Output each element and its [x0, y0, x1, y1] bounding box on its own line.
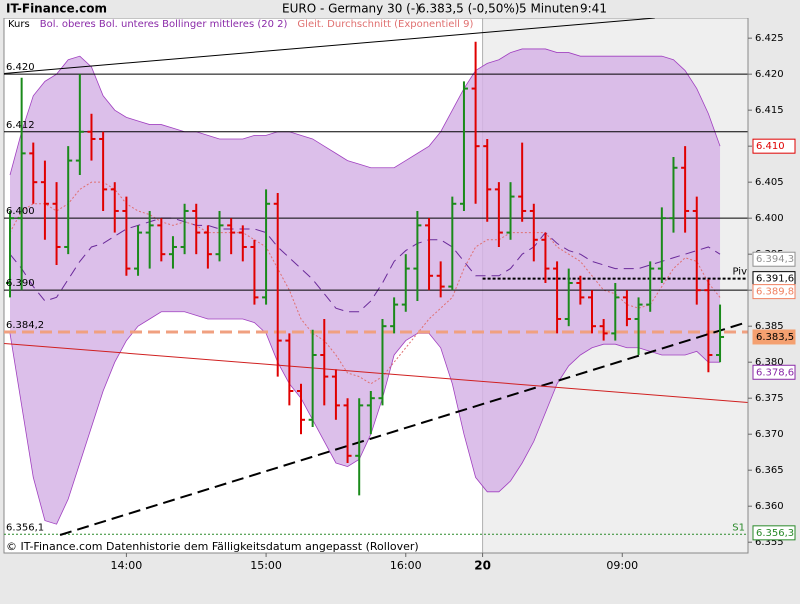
- price-box: [752, 251, 796, 267]
- x-tick-label: 09:00: [606, 559, 638, 572]
- y-tick-label: 6.425: [755, 33, 784, 44]
- trendline: [4, 342, 749, 404]
- y-tick-label: 6.370: [755, 429, 784, 440]
- price-box: [752, 284, 796, 300]
- price-box-label: 6.410: [756, 141, 785, 152]
- y-tick-label: 6.405: [755, 177, 784, 188]
- x-tick-label: 15:00: [250, 559, 282, 572]
- price-box-label: 6.383,5: [756, 332, 794, 343]
- x-tick-label: 14:00: [111, 559, 143, 572]
- interval: 5 Minuten: [519, 2, 579, 16]
- bollinger-fill: [10, 48, 721, 525]
- y-tick-label: 6.415: [755, 105, 784, 116]
- price-box: [752, 364, 796, 380]
- level-label: 6.412: [6, 120, 35, 131]
- legend-entry: Gleit. Durchschnitt (Exponentiell 9): [297, 19, 473, 30]
- top-mask: [0, 0, 800, 18]
- y-tick-label: 6.360: [755, 501, 784, 512]
- price-box-label: 6.389,8: [756, 287, 794, 298]
- y-tick-label: 6.365: [755, 465, 784, 476]
- level-label: 6.420: [6, 62, 35, 73]
- price-box-label: 6.394,3: [756, 254, 794, 265]
- footer: © IT-Finance.com Datenhistorie dem Fälli…: [6, 540, 419, 553]
- chart-title: EURO - Germany 30 (-): [282, 2, 420, 16]
- legend-entry: Kurs: [8, 19, 30, 30]
- level-label: 6.356,1: [6, 522, 44, 533]
- price-box-label: 6.391,6: [756, 274, 794, 285]
- marks-layer: [4, 17, 749, 536]
- ema-line: [9, 181, 721, 385]
- y-tick-label: 6.380: [755, 357, 784, 368]
- y-tick-label: 6.400: [755, 213, 784, 224]
- x-tick-label: 20: [474, 559, 491, 573]
- y-tick-label: 6.385: [755, 321, 784, 332]
- annotation-layer: 6.420 6.412 6.400 6.390 6.384,2 6.356,1 S1 Piv K…: [0, 0, 800, 573]
- bollinger-middle: [9, 217, 721, 313]
- level-label: 6.384,2: [6, 320, 44, 331]
- level-label: 6.400: [6, 206, 35, 217]
- time: 9:41: [580, 2, 607, 16]
- price-box: [752, 138, 796, 154]
- y-tick-label: 6.375: [755, 393, 784, 404]
- pivot-label: Piv: [732, 267, 747, 278]
- legend-entry: Bol. oberes Bol. unteres Bollinger mittl…: [40, 19, 288, 30]
- price-box: [752, 329, 796, 345]
- site-name: IT-Finance.com: [6, 2, 107, 16]
- bollinger-lower: [9, 311, 721, 525]
- level-right-label: S1: [732, 522, 745, 533]
- trendline: [59, 320, 749, 536]
- level-label: 6.390: [6, 278, 35, 289]
- price-box-label: 6.378,6: [756, 367, 794, 378]
- price-box: [752, 525, 796, 541]
- price-box-label: 6.356,3: [756, 528, 794, 539]
- trendline: [4, 17, 655, 74]
- quote: 6.383,5 (-0,50%): [418, 2, 519, 16]
- y-tick-label: 6.420: [755, 69, 784, 80]
- y-tick-label: 6.355: [755, 537, 784, 548]
- x-tick-label: 16:00: [390, 559, 422, 572]
- bollinger-upper: [9, 48, 721, 176]
